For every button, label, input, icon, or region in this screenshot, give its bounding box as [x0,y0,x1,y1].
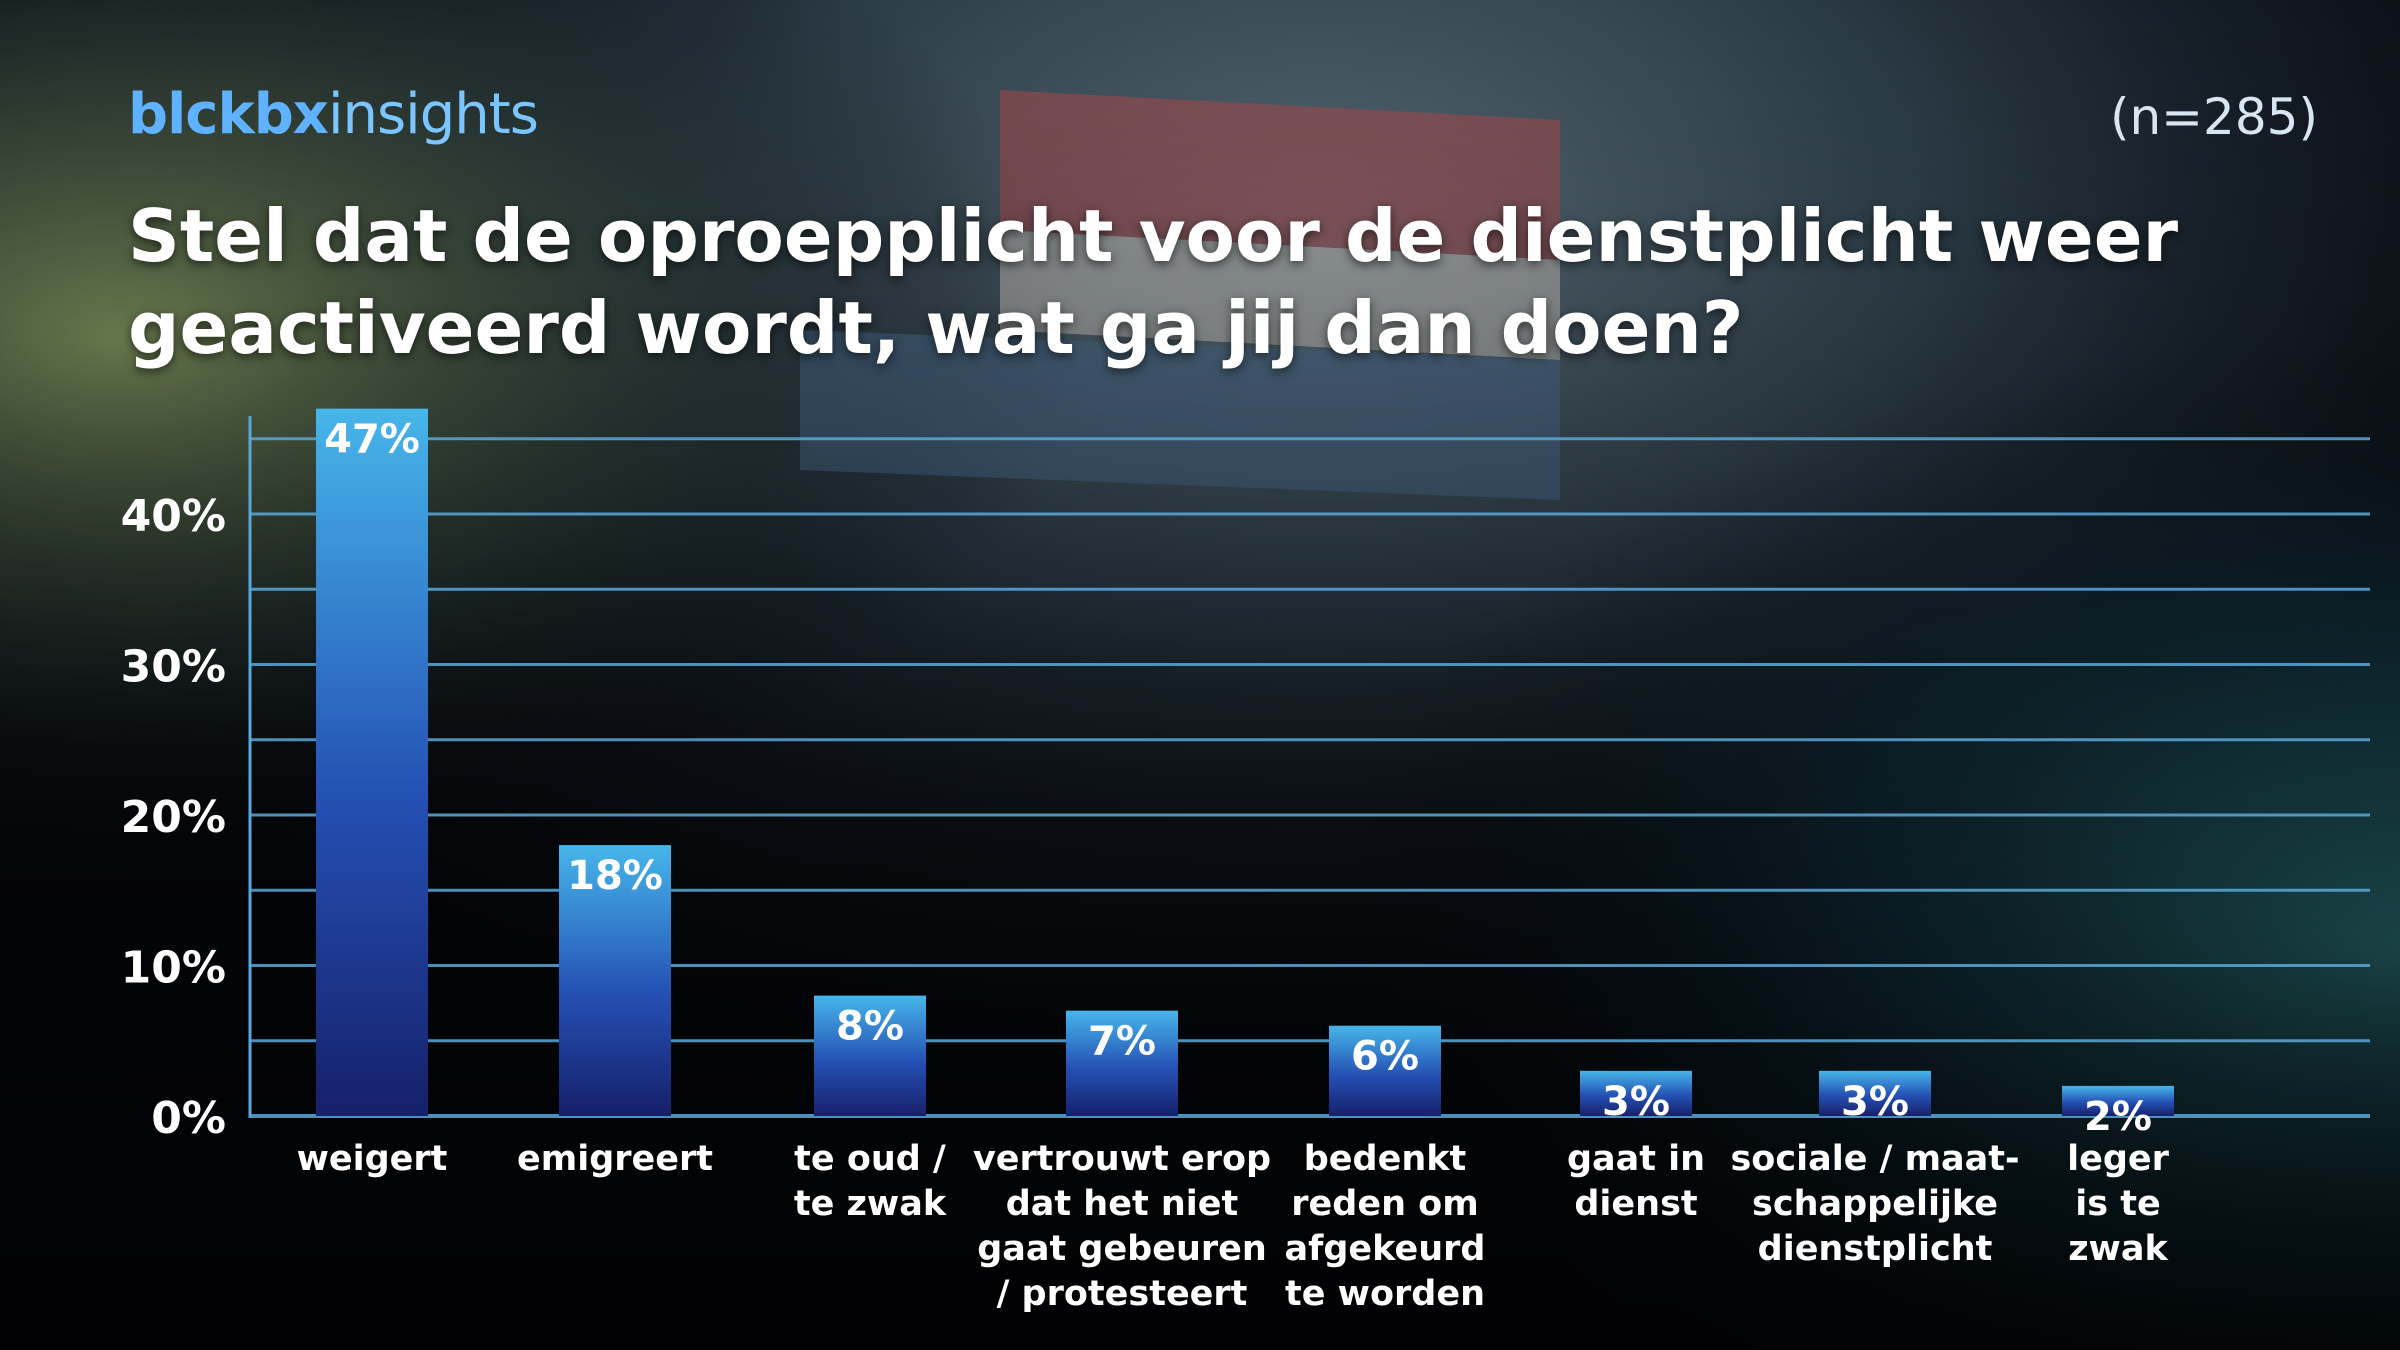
chart-title: Stel dat de oproepplicht voor de dienstp… [128,194,2179,370]
bar-value-label: 2% [2084,1094,2152,1140]
bar [316,408,428,1116]
bar [559,845,671,1116]
x-tick-label: dienst [1574,1184,1697,1224]
x-tick-label: / protesteert [997,1274,1248,1314]
x-tick-label: emigreert [517,1139,713,1179]
x-tick-label: gaat in [1567,1139,1705,1179]
x-tick-label: gaat gebeuren [977,1229,1267,1269]
x-tick-label: vertrouwt erop [973,1139,1271,1179]
bar-value-label: 3% [1602,1079,1670,1125]
bar [2062,1085,2174,1116]
sample-size: (n=285) [2109,88,2318,146]
x-tick-label: dienstplicht [1758,1229,1993,1269]
bar-value-label: 8% [836,1004,904,1050]
x-tick-label: sociale / maat- [1730,1139,2019,1179]
y-tick-label: 30% [121,642,226,693]
bar [814,995,926,1116]
bar-value-label: 3% [1841,1079,1909,1125]
x-tick-label: te oud / [794,1139,946,1179]
bar [1819,1070,1931,1116]
brand-logo-part2: insights [327,82,539,147]
brand-logo: blckbxinsights [128,82,539,147]
y-tick-label: 10% [121,943,226,994]
bar-value-label: 7% [1088,1019,1156,1065]
bar [1329,1025,1441,1116]
x-tick-label: te zwak [794,1184,947,1224]
bar [1580,1070,1692,1116]
x-tick-label: bedenkt [1304,1139,1467,1179]
bar-value-label: 18% [567,853,663,899]
x-tick-label: afgekeurd [1285,1229,1486,1269]
brand-logo-part1: blckbx [128,82,329,147]
x-tick-label: reden om [1291,1184,1478,1224]
x-tick-label: leger [2067,1139,2170,1179]
y-tick-label: 0% [151,1093,226,1144]
bar-value-label: 6% [1351,1034,1419,1080]
x-tick-label: weigert [297,1139,448,1179]
y-tick-label: 40% [121,491,226,542]
x-tick-label: schappelijke [1752,1184,1998,1224]
x-tick-label: te worden [1285,1274,1485,1314]
x-tick-label: dat het niet [1006,1184,1239,1224]
bar-value-label: 47% [324,417,420,463]
x-tick-label: is te [2075,1184,2160,1224]
x-tick-label: zwak [2068,1229,2168,1269]
y-tick-label: 20% [121,792,226,843]
bar [1066,1010,1178,1116]
